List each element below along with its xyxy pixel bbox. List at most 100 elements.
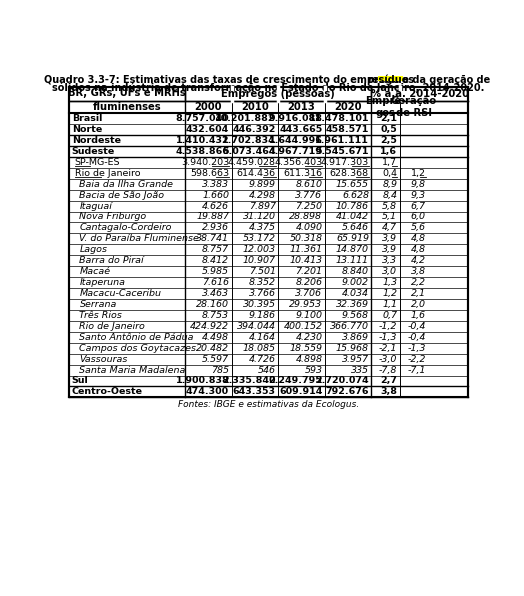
Text: 3,9: 3,9	[383, 234, 397, 243]
Text: 546: 546	[258, 365, 276, 374]
Text: 394.044: 394.044	[237, 322, 276, 331]
Text: 458.571: 458.571	[325, 125, 369, 134]
Text: 8.753: 8.753	[202, 311, 229, 320]
Text: 4.090: 4.090	[296, 224, 322, 232]
Text: Serrana: Serrana	[80, 300, 117, 309]
Text: 7.501: 7.501	[249, 267, 276, 276]
Text: 9.186: 9.186	[249, 311, 276, 320]
Text: 10.201.882: 10.201.882	[215, 114, 276, 123]
Text: Campos dos Goytacazes: Campos dos Goytacazes	[80, 344, 196, 353]
Text: 424.922: 424.922	[190, 322, 229, 331]
Text: 2.936: 2.936	[202, 224, 229, 232]
Text: 31.120: 31.120	[243, 212, 276, 222]
Text: 1,6: 1,6	[411, 311, 425, 320]
Text: -1,2: -1,2	[379, 322, 397, 331]
Text: Fontes: IBGE e estimativas da Ecologus.: Fontes: IBGE e estimativas da Ecologus.	[178, 401, 359, 409]
Text: 8.757.040: 8.757.040	[176, 114, 229, 123]
Text: 20.482: 20.482	[196, 344, 229, 353]
Text: 432.604: 432.604	[186, 125, 229, 134]
Text: -0,4: -0,4	[407, 333, 425, 342]
Text: 18.559: 18.559	[289, 344, 322, 353]
Text: 28.160: 28.160	[196, 300, 229, 309]
Text: 2010: 2010	[241, 102, 269, 112]
Text: 4.498: 4.498	[202, 333, 229, 342]
Text: 609.914: 609.914	[279, 387, 322, 396]
Text: 598.663: 598.663	[190, 169, 229, 178]
Text: 4.459.028: 4.459.028	[228, 158, 276, 167]
Text: -3,0: -3,0	[379, 355, 397, 364]
Text: 12.003: 12.003	[243, 246, 276, 254]
Text: 4.898: 4.898	[296, 355, 322, 364]
Text: 8,9: 8,9	[383, 179, 397, 189]
Text: 5.597: 5.597	[202, 355, 229, 364]
Text: 6,0: 6,0	[411, 212, 425, 222]
Text: 3.706: 3.706	[296, 289, 322, 298]
Text: 1.660: 1.660	[202, 191, 229, 200]
Text: 1.961.111: 1.961.111	[315, 136, 369, 145]
Text: 7.250: 7.250	[296, 201, 322, 210]
Text: Itaguaí: Itaguaí	[80, 201, 112, 210]
Text: Norte: Norte	[72, 125, 102, 134]
Text: 3.776: 3.776	[296, 191, 322, 200]
Text: -2,2: -2,2	[407, 355, 425, 364]
Text: 15.968: 15.968	[336, 344, 369, 353]
Text: 8.412: 8.412	[202, 256, 229, 265]
Text: 3,8: 3,8	[411, 267, 425, 276]
Text: 11.361: 11.361	[289, 246, 322, 254]
Text: 446.392: 446.392	[233, 125, 276, 134]
Text: 4,8: 4,8	[411, 246, 425, 254]
Text: 1.900.838: 1.900.838	[176, 377, 229, 386]
Text: 785: 785	[211, 365, 229, 374]
Text: -7,1: -7,1	[407, 365, 425, 374]
Text: Brasil: Brasil	[72, 114, 102, 123]
Text: 9.568: 9.568	[342, 311, 369, 320]
Text: 10.786: 10.786	[336, 201, 369, 210]
Text: 7.201: 7.201	[296, 267, 322, 276]
Text: SP-MG-ES: SP-MG-ES	[75, 158, 121, 167]
Text: sólidos na indústria de transformação no Estado do Rio de Janeiro, 2014-2020.: sólidos na indústria de transformação no…	[52, 83, 485, 93]
Text: 3,3: 3,3	[383, 256, 397, 265]
Text: % a.a. 2014-2020: % a.a. 2014-2020	[370, 89, 468, 99]
Text: Bacia de São João: Bacia de São João	[80, 191, 165, 200]
Text: 4.626: 4.626	[202, 201, 229, 210]
Text: 4.230: 4.230	[296, 333, 322, 342]
Text: 9.100: 9.100	[296, 311, 322, 320]
Text: 3.957: 3.957	[342, 355, 369, 364]
Text: 5,1: 5,1	[383, 212, 397, 222]
Text: 3.869: 3.869	[342, 333, 369, 342]
Text: Quadro 3.3-7: Estimativas das taxas de crescimento do emprego e da geração de: Quadro 3.3-7: Estimativas das taxas de c…	[43, 75, 494, 85]
Text: 643.353: 643.353	[233, 387, 276, 396]
Text: Três Rios: Três Rios	[80, 311, 122, 320]
Text: Itaperuna: Itaperuna	[80, 278, 125, 287]
Text: 38.741: 38.741	[196, 234, 229, 243]
Text: 7.897: 7.897	[249, 201, 276, 210]
Text: -7,8: -7,8	[379, 365, 397, 374]
Text: 4,2: 4,2	[411, 256, 425, 265]
Text: -1,3: -1,3	[379, 333, 397, 342]
Text: 2.720.074: 2.720.074	[315, 377, 369, 386]
Text: 5,6: 5,6	[411, 224, 425, 232]
Text: 4.164: 4.164	[249, 333, 276, 342]
Text: 0,5: 0,5	[380, 125, 397, 134]
Text: 3.766: 3.766	[249, 289, 276, 298]
Text: Rio de Janeiro: Rio de Janeiro	[75, 169, 140, 178]
Text: Sudeste: Sudeste	[72, 147, 115, 156]
Text: 443.665: 443.665	[279, 125, 322, 134]
Text: 335: 335	[351, 365, 369, 374]
Text: 4.356.403: 4.356.403	[274, 158, 322, 167]
Text: Centro-Oeste: Centro-Oeste	[72, 387, 143, 396]
Text: 29.953: 29.953	[289, 300, 322, 309]
Text: 5,8: 5,8	[383, 201, 397, 210]
Text: 32.369: 32.369	[336, 300, 369, 309]
Text: 1,7: 1,7	[383, 158, 397, 167]
Text: 611.316: 611.316	[283, 169, 322, 178]
Text: 30.395: 30.395	[243, 300, 276, 309]
Text: 614.436: 614.436	[237, 169, 276, 178]
Text: 65.919: 65.919	[336, 234, 369, 243]
Text: 5.545.671: 5.545.671	[315, 147, 369, 156]
Text: 9.899: 9.899	[249, 179, 276, 189]
Bar	[378, 76, 403, 82]
Text: 1,2: 1,2	[383, 289, 397, 298]
Text: 50.318: 50.318	[289, 234, 322, 243]
Text: 1.410.432: 1.410.432	[176, 136, 229, 145]
